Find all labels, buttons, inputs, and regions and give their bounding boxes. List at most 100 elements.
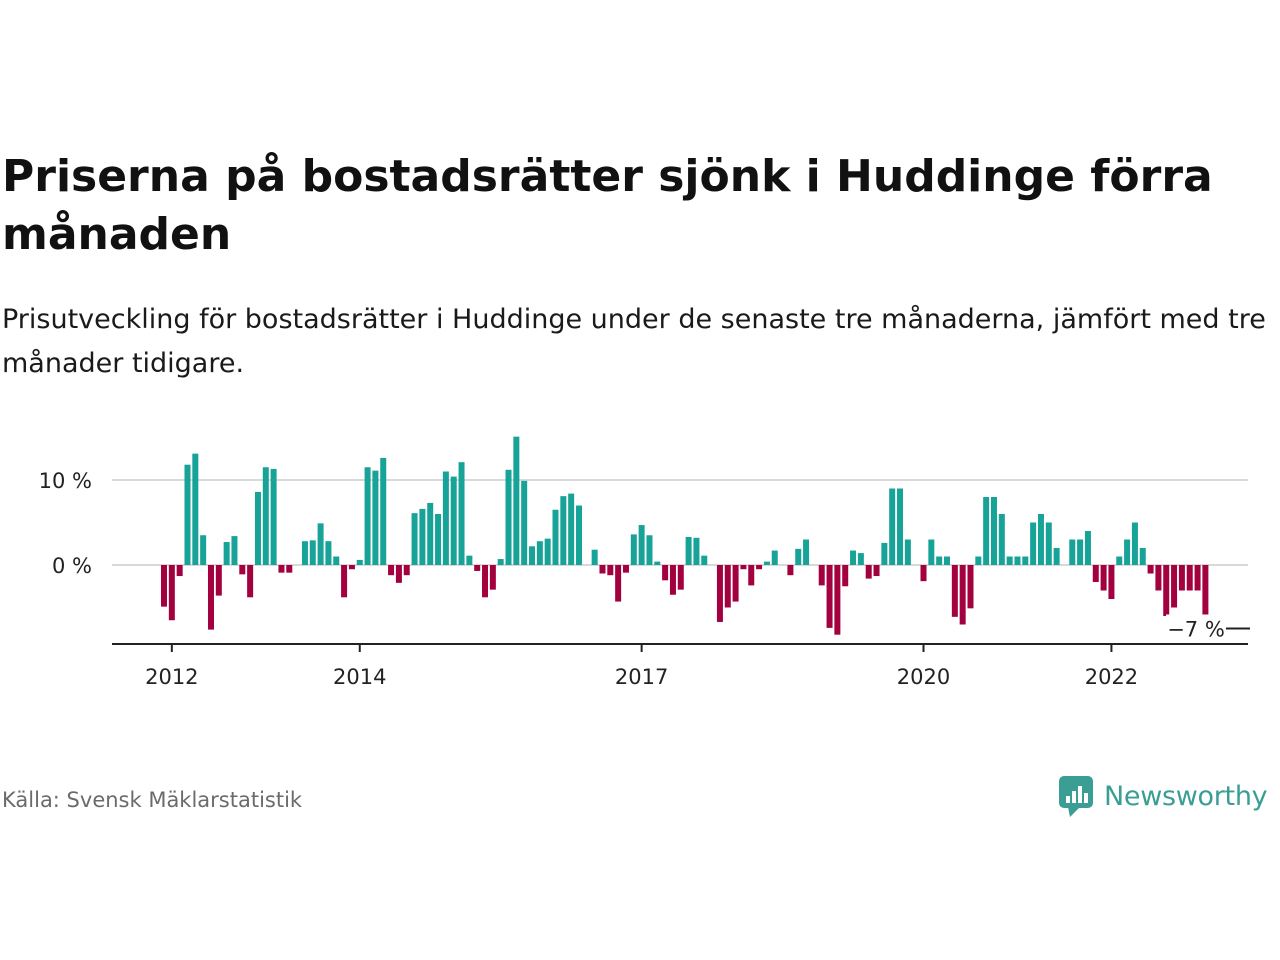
bar (1092, 565, 1099, 582)
bar (1006, 556, 1013, 565)
bar (388, 565, 395, 576)
bar (638, 525, 645, 565)
bars (161, 436, 1209, 635)
bar (207, 565, 214, 630)
bar (552, 509, 559, 565)
bar (529, 546, 536, 565)
chart-subtitle: Prisutveckling för bostadsrätter i Huddi… (2, 304, 1266, 379)
chart-title: Priserna på bostadsrätter sjönk i Huddin… (2, 151, 1213, 260)
bar (403, 565, 410, 576)
bar (1069, 539, 1076, 565)
bar (1194, 565, 1201, 591)
bar (176, 565, 183, 577)
bar (724, 565, 731, 608)
bar (200, 535, 207, 565)
bar (372, 470, 379, 565)
bar (1139, 548, 1146, 565)
bar (1045, 522, 1052, 565)
bar (599, 565, 606, 574)
bar (1084, 531, 1091, 565)
bar (427, 502, 434, 565)
bar (1100, 565, 1107, 591)
bar (442, 471, 449, 565)
bar (1022, 556, 1029, 565)
bar (505, 469, 512, 565)
bar (536, 541, 543, 565)
bar (223, 542, 230, 565)
bar (756, 565, 763, 570)
bar (450, 476, 457, 565)
bar (364, 467, 371, 565)
bar (544, 538, 551, 565)
bar (458, 462, 465, 565)
bar (231, 536, 238, 565)
last-value-label-bg (1166, 614, 1226, 641)
bar (411, 513, 418, 565)
bar (1108, 565, 1115, 599)
bar (951, 565, 958, 617)
bar (803, 539, 810, 565)
bar (568, 493, 575, 565)
x-tick-label: 2022 (1085, 665, 1138, 689)
bar (889, 488, 896, 565)
bar (1014, 556, 1021, 565)
bar (795, 548, 802, 565)
bar (904, 539, 911, 565)
bar (897, 488, 904, 565)
bar (575, 505, 582, 565)
bar (944, 556, 950, 565)
bar (1171, 565, 1178, 608)
bar (474, 565, 481, 571)
bar (513, 436, 520, 565)
bar (325, 541, 332, 565)
bar (881, 542, 888, 565)
bar (301, 541, 308, 565)
x-tick-label: 2017 (615, 665, 668, 689)
bar (826, 565, 833, 628)
bar-chart-speech-bubble-icon (1059, 776, 1093, 817)
bar (865, 565, 872, 579)
bar (1037, 514, 1044, 565)
axis-labels: 0 % 10 % 2012 2014 2017 2020 2022 −7 % (39, 469, 1226, 689)
bar (967, 565, 974, 609)
bar (787, 565, 794, 576)
bar (560, 496, 567, 565)
bar (677, 565, 684, 590)
bar (356, 559, 363, 565)
bar (348, 565, 355, 570)
brand-logo: Newsworthy (1058, 772, 1268, 820)
bar (857, 553, 864, 565)
bar (521, 480, 528, 565)
bar (1116, 556, 1123, 565)
bar (1131, 522, 1138, 565)
bar (1155, 565, 1162, 591)
bar (395, 565, 402, 583)
bar (1147, 565, 1154, 574)
bar (215, 565, 222, 596)
bar (262, 467, 269, 565)
bar (1053, 548, 1060, 565)
bar (732, 565, 739, 602)
bar (333, 556, 340, 565)
bar-chart: 0 % 10 % 2012 2014 2017 2020 2022 −7 % (39, 436, 1250, 689)
bar (380, 457, 387, 565)
bar (497, 559, 504, 565)
bar (850, 550, 857, 565)
bar (959, 565, 966, 625)
bar (254, 491, 261, 565)
bar (341, 565, 348, 598)
bar (842, 565, 849, 587)
bar (239, 565, 246, 575)
bar (693, 537, 700, 565)
bar (317, 523, 324, 565)
bar (1178, 565, 1185, 591)
x-axis (112, 627, 1250, 652)
bar (278, 565, 285, 573)
x-tick-label: 2012 (145, 665, 198, 689)
x-tick-label: 2020 (897, 665, 950, 689)
bar (1124, 539, 1131, 565)
bar (309, 540, 316, 565)
bar (192, 453, 199, 565)
bar (1186, 565, 1193, 591)
bar (1077, 539, 1084, 565)
